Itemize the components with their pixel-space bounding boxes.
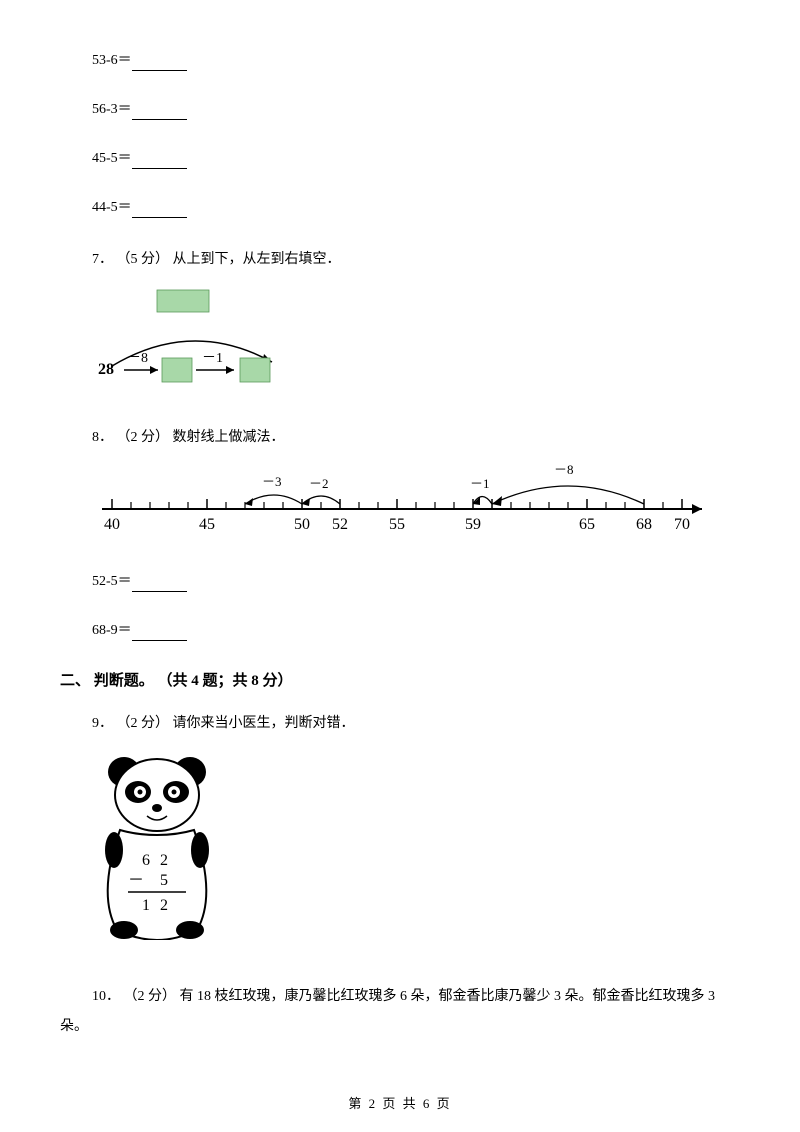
q8-text: 数射线上做减法． xyxy=(173,430,285,445)
arc-minus8 xyxy=(492,486,644,504)
panda-foot-right xyxy=(176,921,204,939)
arc-minus1-head xyxy=(473,497,480,505)
arc-minus8-head xyxy=(492,496,502,506)
section-2-title: 二、 判断题。 （共 4 题；共 8 分） xyxy=(60,669,740,690)
q7-diagram: 28 －8 －1 xyxy=(92,286,740,396)
green-box-mid xyxy=(162,358,192,382)
op1-label: －8 xyxy=(127,351,148,366)
tick-50: 50 xyxy=(294,516,310,533)
arc-minus2-head xyxy=(302,498,310,506)
q9-prefix: 9． xyxy=(92,716,113,731)
blank[interactable] xyxy=(132,204,187,218)
green-box-right xyxy=(240,358,270,382)
q10-line1: 有 18 枝红玫瑰，康乃馨比红玫瑰多 6 朵，郁金香比康乃馨少 3 朵。郁金香比… xyxy=(180,989,716,1004)
arc-minus1-label: －1 xyxy=(470,476,490,491)
q7-points: （5 分） xyxy=(117,252,170,267)
q8-diagram: 40 45 50 52 55 59 65 68 70 －3 －2 －1 －8 xyxy=(92,464,740,549)
equation-4: 44-5＝ xyxy=(92,197,740,218)
q8-points: （2 分） xyxy=(117,430,170,445)
page-footer: 第 2 页 共 6 页 xyxy=(0,1093,800,1112)
equation-5: 52-5＝ xyxy=(92,571,740,592)
panda-arm-left xyxy=(105,832,123,868)
q10-prefix: 10． xyxy=(92,989,120,1004)
q9-points: （2 分） xyxy=(117,716,170,731)
panda-nose xyxy=(152,804,162,812)
eq6-text: 68-9＝ xyxy=(92,623,132,638)
tick-68: 68 xyxy=(636,516,652,533)
equation-1: 53-6＝ xyxy=(92,50,740,71)
eq2-text: 56-3＝ xyxy=(92,102,132,117)
arc-minus8-label: －8 xyxy=(554,464,574,477)
q10-text-cont: 朵。 xyxy=(60,1015,740,1035)
line-arrowhead xyxy=(692,504,702,514)
eq1-text: 53-6＝ xyxy=(92,53,132,68)
blank[interactable] xyxy=(132,155,187,169)
panda-arm-right xyxy=(191,832,209,868)
q9-text: 请你来当小医生，判断对错． xyxy=(173,716,355,731)
panda-diagram: 6 2 － 5 1 2 xyxy=(92,750,740,945)
equation-6: 68-9＝ xyxy=(92,620,740,641)
eq5-text: 52-5＝ xyxy=(92,574,132,589)
blank[interactable] xyxy=(132,106,187,120)
arc-minus3 xyxy=(245,495,302,504)
arrowhead-1 xyxy=(150,366,158,374)
equation-2: 56-3＝ xyxy=(92,99,740,120)
equation-3: 45-5＝ xyxy=(92,148,740,169)
arc-minus3-head xyxy=(245,498,253,506)
start-value: 28 xyxy=(98,361,114,378)
eq4-text: 44-5＝ xyxy=(92,200,132,215)
arrowhead-2 xyxy=(226,366,234,374)
arc-minus3-label: －3 xyxy=(262,474,282,489)
eq3-text: 45-5＝ xyxy=(92,151,132,166)
calc-bot: 1 2 xyxy=(142,897,171,914)
arc-minus2-label: －2 xyxy=(309,476,329,491)
tick-52: 52 xyxy=(332,516,348,533)
q8-prefix: 8． xyxy=(92,430,113,445)
calc-top: 6 2 xyxy=(142,852,171,869)
q10-points: （2 分） xyxy=(124,989,177,1004)
panda-foot-left xyxy=(110,921,138,939)
blank[interactable] xyxy=(132,627,187,641)
ticks xyxy=(112,499,682,509)
q7-prefix: 7． xyxy=(92,252,113,267)
green-box-top xyxy=(157,290,209,312)
calc-mid: － 5 xyxy=(128,872,168,889)
q8-heading: 8． （2 分） 数射线上做减法． xyxy=(92,426,740,446)
tick-45: 45 xyxy=(199,516,215,533)
tick-55: 55 xyxy=(389,516,405,533)
tick-59: 59 xyxy=(465,516,481,533)
q7-heading: 7． （5 分） 从上到下，从左到右填空． xyxy=(92,248,740,268)
op2-label: －1 xyxy=(202,351,223,366)
q10-line2: 朵。 xyxy=(60,1019,88,1034)
tick-70: 70 xyxy=(674,516,690,533)
tick-40: 40 xyxy=(104,516,120,533)
blank[interactable] xyxy=(132,578,187,592)
q10-text: 10． （2 分） 有 18 枝红玫瑰，康乃馨比红玫瑰多 6 朵，郁金香比康乃馨… xyxy=(92,983,740,1011)
section-2-text: 二、 判断题。 （共 4 题；共 8 分） xyxy=(60,673,293,689)
q9-heading: 9． （2 分） 请你来当小医生，判断对错． xyxy=(92,712,740,732)
footer-text: 第 2 页 共 6 页 xyxy=(348,1096,451,1111)
q7-text: 从上到下，从左到右填空． xyxy=(173,252,341,267)
blank[interactable] xyxy=(132,57,187,71)
tick-65: 65 xyxy=(579,516,595,533)
